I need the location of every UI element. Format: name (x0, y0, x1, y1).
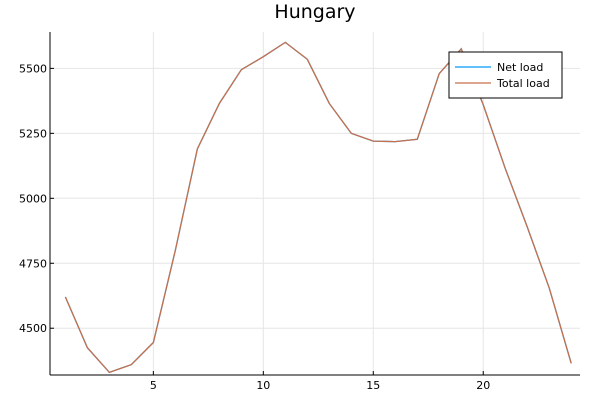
y-tick-label: 5000 (19, 192, 47, 205)
chart-title: Hungary (274, 1, 355, 23)
legend-box (449, 52, 562, 98)
x-tick-label: 10 (256, 379, 270, 392)
legend-label-total-load: Total load (496, 77, 550, 90)
x-tick-label: 15 (366, 379, 380, 392)
x-tick-label: 5 (150, 379, 157, 392)
legend: Net load Total load (449, 52, 562, 98)
y-tick-label: 4500 (19, 322, 47, 335)
legend-label-net-load: Net load (497, 61, 543, 74)
y-tick-label: 5500 (19, 62, 47, 75)
ticks-layer: 5 10 15 20 4500 4750 5000 5250 5500 (19, 62, 490, 392)
y-tick-label: 4750 (19, 257, 47, 270)
y-tick-label: 5250 (19, 127, 47, 140)
x-tick-label: 20 (476, 379, 490, 392)
